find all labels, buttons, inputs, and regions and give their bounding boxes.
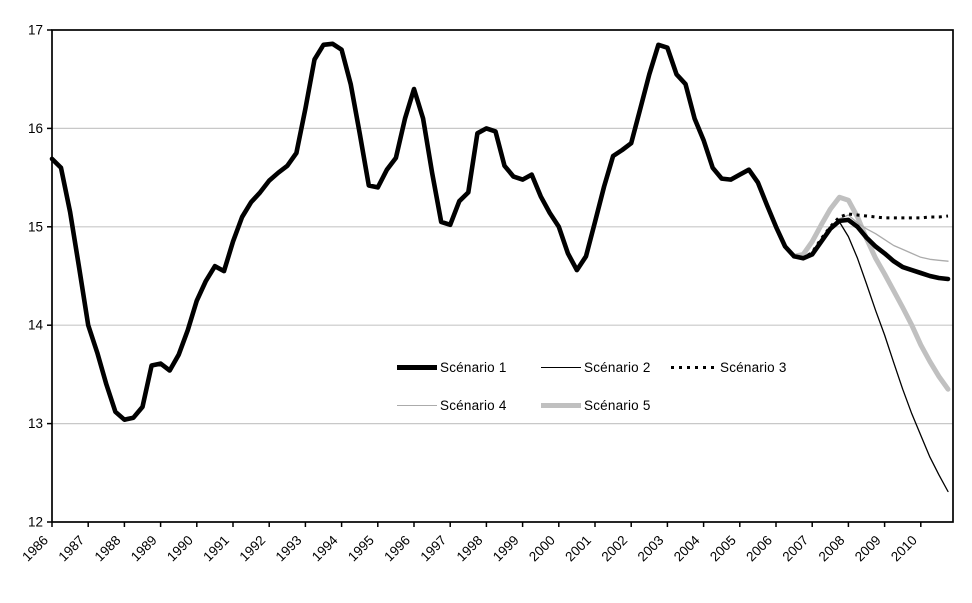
x-axis-label-1997: 1997 xyxy=(417,533,449,565)
y-axis-label-13: 13 xyxy=(28,416,43,431)
x-axis-label-2000: 2000 xyxy=(526,533,558,565)
x-axis-label-2004: 2004 xyxy=(671,532,703,564)
x-axis-label-1990: 1990 xyxy=(164,533,196,565)
x-axis-label-1988: 1988 xyxy=(92,533,124,565)
x-axis-label-1994: 1994 xyxy=(309,532,341,564)
x-axis-label-2006: 2006 xyxy=(743,533,775,565)
y-axis-label-14: 14 xyxy=(28,318,44,333)
x-axis-label-1995: 1995 xyxy=(345,533,377,565)
x-axis-label-2005: 2005 xyxy=(707,533,739,565)
y-axis-label-15: 15 xyxy=(28,219,43,234)
x-axis-label-1998: 1998 xyxy=(454,533,486,565)
series-line-scenario-1 xyxy=(49,41,951,423)
plot-frame xyxy=(51,29,954,523)
x-axis-label-1989: 1989 xyxy=(128,533,160,565)
x-axis-label-2003: 2003 xyxy=(635,533,667,565)
x-axis-label-1999: 1999 xyxy=(490,533,522,565)
x-axis-label-1996: 1996 xyxy=(381,533,413,565)
x-axis-label-1993: 1993 xyxy=(273,533,305,565)
x-axis-label-2008: 2008 xyxy=(816,533,848,565)
x-axis-label-1987: 1987 xyxy=(55,533,87,565)
x-axis-label-2010: 2010 xyxy=(888,533,920,565)
x-axis-label-2009: 2009 xyxy=(852,533,884,565)
y-axis-label-16: 16 xyxy=(28,121,43,136)
x-axis-label-2007: 2007 xyxy=(779,533,811,565)
x-axis-label-2002: 2002 xyxy=(598,533,630,565)
x-axis-label-1986: 1986 xyxy=(19,533,51,565)
x-axis-label-1992: 1992 xyxy=(236,533,268,565)
y-axis-label-17: 17 xyxy=(28,23,43,38)
x-axis-label-2001: 2001 xyxy=(562,533,594,565)
series-line-scenario-5 xyxy=(791,194,951,392)
x-axis-label-1991: 1991 xyxy=(200,533,232,565)
y-axis-label-12: 12 xyxy=(28,515,43,530)
